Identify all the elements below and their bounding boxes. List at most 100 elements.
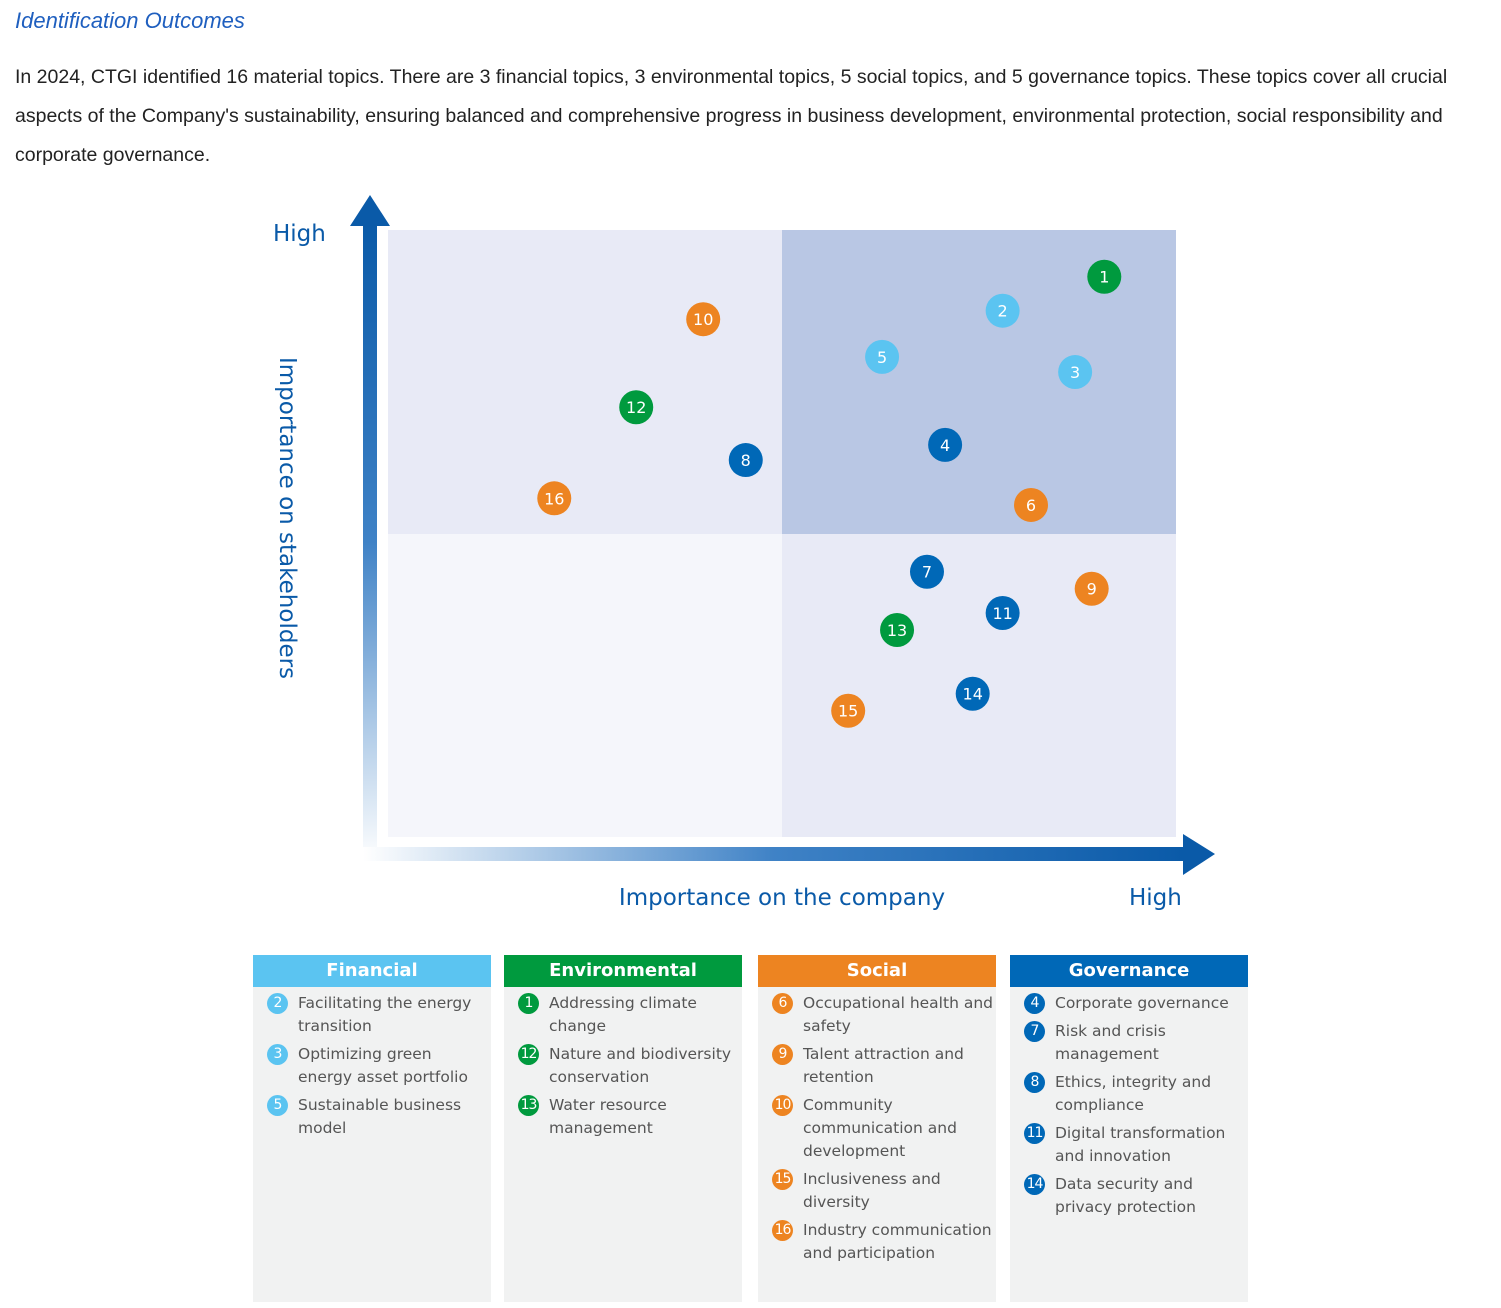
topic-marker <box>686 302 721 337</box>
section-title: Identification Outcomes <box>15 8 245 33</box>
topic-marker <box>955 676 990 711</box>
topic-number-badge: 1 <box>518 993 539 1014</box>
topic-label: Occupational health and safety <box>803 994 993 1035</box>
legend-item: 2 Facilitating the energy transition <box>253 992 491 1038</box>
topic-number-badge: 14 <box>1024 1174 1045 1195</box>
materiality-matrix: High High Importance on the company Impo… <box>273 195 1215 911</box>
topic-number-badge: 9 <box>772 1044 793 1065</box>
topic-number-badge: 5 <box>267 1095 288 1116</box>
topic-point-6: 6 <box>1014 487 1049 522</box>
topic-number: 11 <box>992 604 1012 623</box>
topic-label: Ethics, integrity and compliance <box>1055 1073 1212 1114</box>
topic-point-16: 16 <box>537 481 572 516</box>
legend-item: 14 Data security and privacy protection <box>1010 1173 1248 1219</box>
topic-marker <box>880 613 915 648</box>
topic-number-badge: 15 <box>772 1169 793 1190</box>
y-axis-label: Importance on stakeholders <box>274 357 300 679</box>
topic-number: 4 <box>940 436 950 455</box>
topic-marker <box>619 390 654 425</box>
legend-item: 15 Inclusiveness and diversity <box>758 1168 996 1214</box>
y-high-label: High <box>273 221 326 247</box>
topic-number: 13 <box>887 621 907 640</box>
legend-item: 16 Industry communication and participati… <box>758 1219 996 1265</box>
topic-number: 7 <box>922 563 932 582</box>
intro-paragraph: In 2024, CTGI identified 16 material top… <box>15 66 1448 166</box>
topic-label: Data security and privacy protection <box>1055 1175 1196 1216</box>
topic-marker <box>537 481 572 516</box>
topic-number-badge: 7 <box>1024 1021 1045 1042</box>
x-axis-arrow <box>363 847 1185 861</box>
legend-item: 7 Risk and crisis management <box>1010 1020 1248 1066</box>
topic-number: 9 <box>1087 580 1097 599</box>
topic-point-14: 14 <box>955 676 990 711</box>
topic-label: Talent attraction and retention <box>803 1045 964 1086</box>
topic-label: Facilitating the energy transition <box>298 994 472 1035</box>
topic-marker <box>831 693 866 728</box>
topic-number-badge: 3 <box>267 1044 288 1065</box>
topic-point-15: 15 <box>831 693 866 728</box>
topic-label: Digital transformation and innovation <box>1055 1124 1226 1165</box>
legend-header: Financial <box>253 955 491 987</box>
topic-label: Inclusiveness and diversity <box>803 1170 941 1211</box>
topic-label: Risk and crisis management <box>1055 1022 1166 1063</box>
topic-number-badge: 10 <box>772 1095 793 1116</box>
topic-marker <box>1014 487 1049 522</box>
legend-item: 4 Corporate governance <box>1010 992 1248 1015</box>
y-axis-arrowhead <box>350 195 390 226</box>
legend-header: Governance <box>1010 955 1248 987</box>
topic-point-12: 12 <box>619 390 654 425</box>
topic-number: 1 <box>1099 268 1109 287</box>
x-axis-arrowhead <box>1183 834 1215 875</box>
legend-item: 12 Nature and biodiversity conservation <box>504 1043 742 1089</box>
topic-number: 15 <box>838 702 858 721</box>
topic-number-badge: 6 <box>772 993 793 1014</box>
legend-social: Social 6 Occupational health and safety 9 Ta… <box>758 955 996 1302</box>
legend-header: Environmental <box>504 955 742 987</box>
topic-marker <box>909 554 944 589</box>
topic-marker <box>985 596 1020 631</box>
topic-point-5: 5 <box>865 339 900 374</box>
topic-point-8: 8 <box>728 443 763 478</box>
legend-governance: Governance 4 Corporate governance 7 Risk and… <box>1010 955 1248 1302</box>
topic-point-3: 3 <box>1058 355 1093 390</box>
legend-item: 6 Occupational health and safety <box>758 992 996 1038</box>
topic-number: 3 <box>1070 363 1080 382</box>
legend-item: 11 Digital transformation and innovation <box>1010 1122 1248 1168</box>
x-high-label: High <box>1129 885 1182 911</box>
legend-environmental: Environmental 1 Addressing climate change 1… <box>504 955 742 1302</box>
legend-item: 13 Water resource management <box>504 1094 742 1140</box>
topic-number-badge: 16 <box>772 1220 793 1241</box>
topic-marker <box>1074 571 1109 606</box>
topic-point-4: 4 <box>928 427 963 462</box>
y-axis-arrow <box>363 222 377 862</box>
topic-point-11: 11 <box>985 596 1020 631</box>
topic-marker <box>928 427 963 462</box>
topic-number: 5 <box>877 348 887 367</box>
topic-marker <box>865 339 900 374</box>
topic-number: 14 <box>963 685 983 704</box>
topic-number-badge: 12 <box>518 1044 539 1065</box>
topic-label: Corporate governance <box>1055 994 1229 1012</box>
topic-point-9: 9 <box>1074 571 1109 606</box>
topic-point-1: 1 <box>1087 259 1122 294</box>
topic-number: 12 <box>626 398 646 417</box>
topic-label: Sustainable business model <box>298 1096 462 1137</box>
topic-number: 8 <box>741 451 751 470</box>
topic-marker <box>1058 355 1093 390</box>
topic-marker <box>985 293 1020 328</box>
legend-item: 10 Community communication and developmen… <box>758 1094 996 1163</box>
topic-number-badge: 2 <box>267 993 288 1014</box>
topic-point-7: 7 <box>909 554 944 589</box>
topic-number-badge: 8 <box>1024 1072 1045 1093</box>
topic-marker <box>728 443 763 478</box>
topic-point-10: 10 <box>686 302 721 337</box>
legend-item: 3 Optimizing green energy asset portfolio <box>253 1043 491 1089</box>
topic-label: Addressing climate change <box>549 994 697 1035</box>
topic-label: Optimizing green energy asset portfolio <box>298 1045 468 1086</box>
topic-label: Community communication and development <box>803 1096 957 1160</box>
legend-financial: Financial 2 Facilitating the energy transi… <box>253 955 491 1302</box>
topic-point-13: 13 <box>880 613 915 648</box>
legend-item: 9 Talent attraction and retention <box>758 1043 996 1089</box>
topic-marker <box>1087 259 1122 294</box>
legend-header: Social <box>758 955 996 987</box>
